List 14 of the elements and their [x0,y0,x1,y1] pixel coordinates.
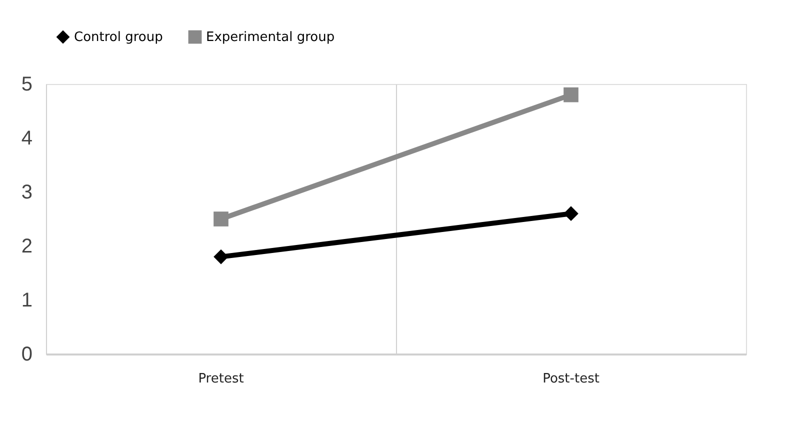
x-tick-label: Pretest [198,372,244,386]
legend-label: Control group [74,30,163,45]
y-tick-label: 2 [21,236,32,258]
y-tick-label: 3 [21,182,32,204]
point [564,206,578,222]
point [564,87,578,102]
y-tick-label: 0 [21,344,32,366]
y-tick-label: 4 [21,128,32,150]
point [214,212,228,226]
point [214,249,228,264]
x-tick-label: Post-test [542,372,600,386]
y-tick-label: 5 [21,74,32,96]
y-tick-label: 1 [21,290,32,312]
legend-label: Experimental group [206,30,335,45]
